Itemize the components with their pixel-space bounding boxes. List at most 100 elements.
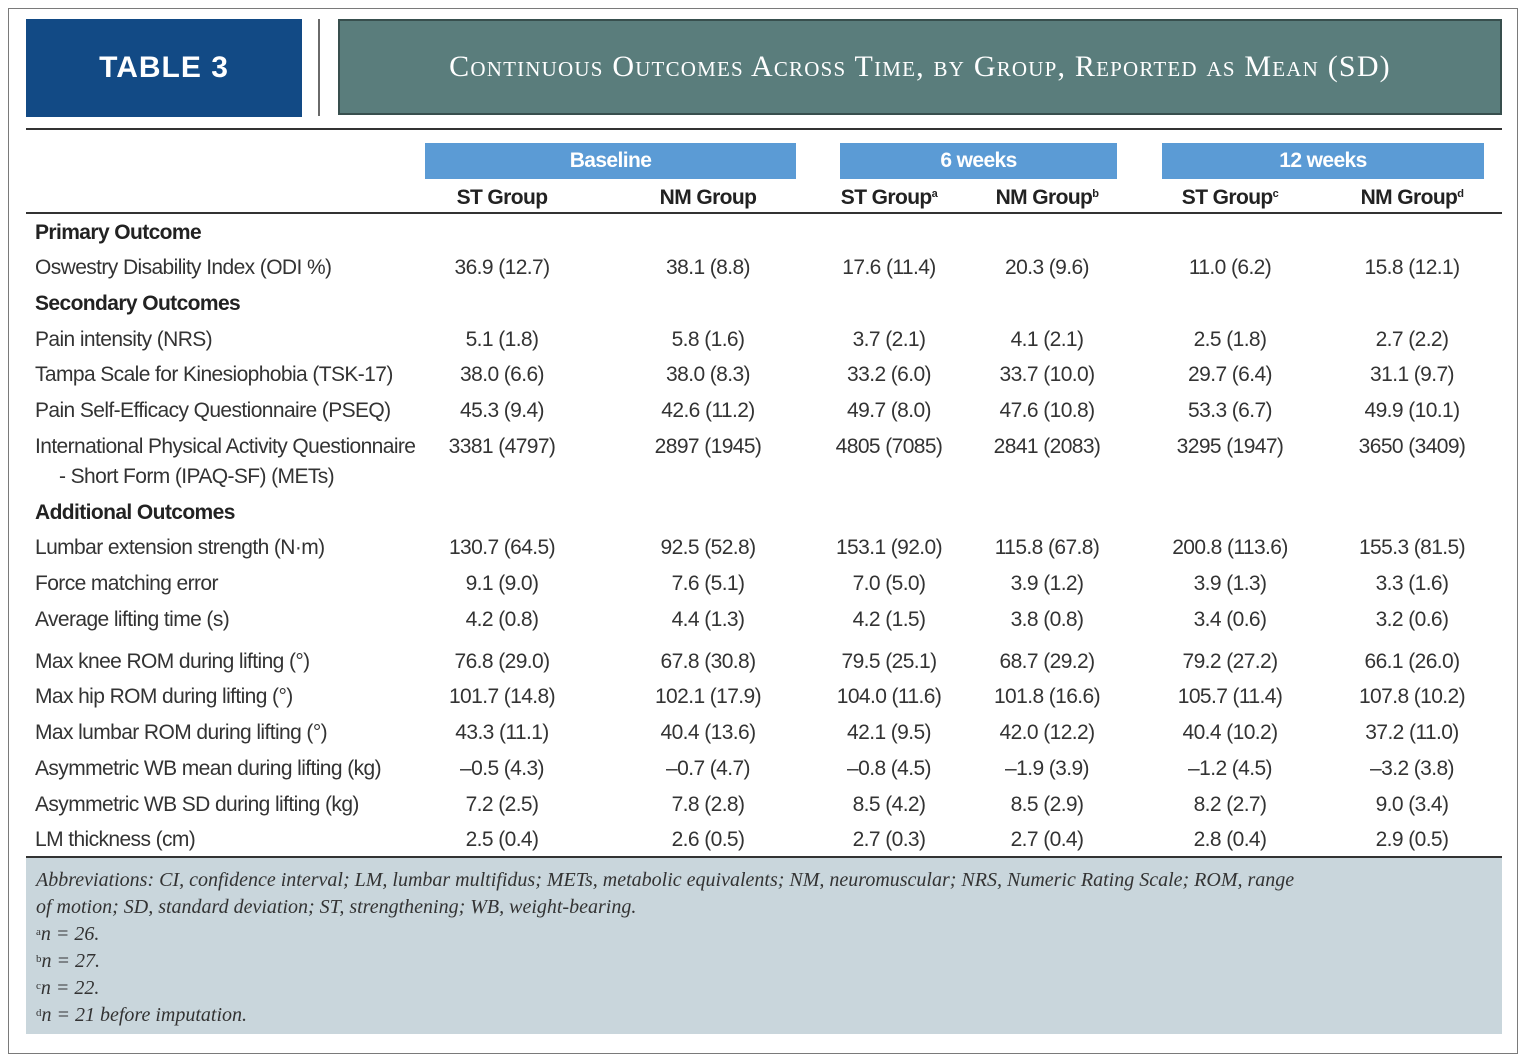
table-row: Max lumbar ROM during lifting (°) 43.3 (1…: [26, 718, 1502, 748]
table-cell: 3650 (3409): [1358, 435, 1466, 458]
table-label: TABLE 3: [26, 19, 302, 117]
table-cell: 92.5 (52.8): [660, 536, 757, 559]
section-heading-row: Additional Outcomes: [26, 498, 1502, 528]
footnote-text: n = 27.: [41, 950, 101, 972]
table-cell: 5.8 (1.6): [671, 328, 745, 351]
table-cell: 153.1 (92.0): [835, 536, 943, 559]
table-row: Asymmetric WB SD during lifting (kg) 7.2 …: [26, 790, 1502, 820]
table-cell: 2.7 (0.3): [852, 828, 926, 851]
table-cell: 5.1 (1.8): [465, 328, 539, 351]
table-cell: 4.4 (1.3): [671, 608, 745, 631]
table-cell: 101.8 (16.6): [993, 685, 1101, 708]
table-cell: 3.9 (1.3): [1193, 572, 1267, 595]
table-cell: 2.6 (0.5): [671, 828, 745, 851]
table-cell: 9.1 (9.0): [465, 572, 539, 595]
table-cell: 3.7 (2.1): [852, 328, 926, 351]
table-cell: 79.2 (27.2): [1182, 650, 1279, 673]
row-label-continued: - Short Form (IPAQ-SF) (METs): [59, 465, 335, 488]
table-cell: 45.3 (9.4): [460, 399, 544, 422]
top-rule: [26, 128, 1502, 130]
table-cell: 7.6 (5.1): [671, 572, 745, 595]
table-cell: 40.4 (13.6): [660, 721, 757, 744]
table-cell: 130.7 (64.5): [448, 536, 556, 559]
footnote-marker: d: [36, 1007, 42, 1019]
table-cell: 2.5 (0.4): [465, 828, 539, 851]
table-cell: 38.0 (8.3): [666, 363, 750, 386]
table-row: Pain Self-Efficacy Questionnaire (PSEQ) 4…: [26, 396, 1502, 426]
group-header-12-weeks: 12 weeks: [1162, 143, 1484, 179]
section-heading: Secondary Outcomes: [35, 292, 241, 315]
table-cell: 3.2 (0.6): [1375, 608, 1449, 631]
table-cell: 155.3 (81.5): [1358, 536, 1466, 559]
row-label: Lumbar extension strength (N·m): [35, 536, 325, 559]
table-cell: 66.1 (26.0): [1364, 650, 1461, 673]
table-cell: 20.3 (9.6): [1005, 256, 1089, 279]
table-cell: –1.9 (3.9): [1005, 757, 1089, 780]
table-cell: 2841 (2083): [993, 435, 1101, 458]
table-row: Force matching error 9.1 (9.0) 7.6 (5.1) 7.…: [26, 569, 1502, 599]
column-header-label: NM Group: [659, 186, 757, 209]
table-cell: 38.1 (8.8): [666, 256, 750, 279]
table-cell: 102.1 (17.9): [654, 685, 762, 708]
table-cell: 4.2 (1.5): [852, 608, 926, 631]
group-header-6-weeks: 6 weeks: [840, 143, 1117, 179]
table-cell: –3.2 (3.8): [1370, 757, 1454, 780]
column-header-label: ST Group: [1181, 186, 1273, 209]
table-cell: 7.0 (5.0): [852, 572, 926, 595]
table-cell: 200.8 (113.6): [1172, 536, 1288, 559]
footnote-marker: c: [36, 980, 41, 992]
table-cell: 7.2 (2.5): [465, 793, 539, 816]
footnote: of motion; SD, standard deviation; ST, s…: [36, 894, 1492, 921]
row-label: Oswestry Disability Index (ODI %): [35, 256, 332, 279]
table-cell: 43.3 (11.1): [455, 721, 549, 744]
table-cell: 29.7 (6.4): [1188, 363, 1272, 386]
table-cell: 104.0 (11.6): [836, 685, 942, 708]
table-title: Continuous Outcomes Across Time, by Grou…: [338, 19, 1502, 115]
table-row: Max knee ROM during lifting (°) 76.8 (29.…: [26, 647, 1502, 677]
table-row: Average lifting time (s) 4.2 (0.8) 4.4 (1.…: [26, 605, 1502, 635]
table-cell: 3.9 (1.2): [1010, 572, 1084, 595]
footnote-marker: b: [36, 953, 42, 965]
table-cell: 42.6 (11.2): [661, 399, 755, 422]
group-header-baseline: Baseline: [425, 143, 796, 179]
table-cell: 101.7 (14.8): [448, 685, 556, 708]
table-cell: 9.0 (3.4): [1375, 793, 1449, 816]
column-header-label: NM Group: [995, 186, 1093, 209]
table-cell: 3381 (4797): [448, 435, 556, 458]
row-label: Force matching error: [35, 572, 219, 595]
table-row: Tampa Scale for Kinesiophobia (TSK-17) 38…: [26, 360, 1502, 390]
column-header-label: NM Group: [1360, 186, 1458, 209]
table-cell: –0.5 (4.3): [460, 757, 544, 780]
footnotes: Abbreviations: CI, confidence interval; …: [26, 858, 1502, 1034]
footnote: bn = 27.: [36, 948, 1492, 975]
row-label: Asymmetric WB SD during lifting (kg): [35, 793, 359, 816]
table-cell: 2.5 (1.8): [1193, 328, 1267, 351]
table-cell: 49.7 (8.0): [847, 399, 931, 422]
table-cell: –0.7 (4.7): [666, 757, 750, 780]
row-label: Asymmetric WB mean during lifting (kg): [35, 757, 382, 780]
table-row: Asymmetric WB mean during lifting (kg) –0…: [26, 754, 1502, 784]
table-cell: 33.7 (10.0): [999, 363, 1096, 386]
table-cell: 105.7 (11.4): [1177, 685, 1283, 708]
table-row: Oswestry Disability Index (ODI %) 36.9 (1…: [26, 253, 1502, 283]
page-frame: [8, 8, 1518, 1054]
table-cell: 2897 (1945): [654, 435, 762, 458]
row-label: Tampa Scale for Kinesiophobia (TSK-17): [35, 363, 393, 386]
table-cell: 4.2 (0.8): [465, 608, 539, 631]
column-header-footnote-marker: a: [931, 188, 938, 200]
table-cell: 8.5 (2.9): [1010, 793, 1084, 816]
table-cell: 67.8 (30.8): [660, 650, 757, 673]
footnote-text: n = 22.: [40, 977, 100, 999]
table-cell: 8.2 (2.7): [1193, 793, 1267, 816]
column-header: NM Group: [598, 184, 818, 212]
table-cell: 68.7 (29.2): [999, 650, 1096, 673]
column-header: ST Groupa: [779, 184, 999, 212]
column-header-footnote-marker: b: [1092, 188, 1099, 200]
table-cell: 7.8 (2.8): [671, 793, 745, 816]
footnote-marker: a: [36, 926, 41, 938]
section-heading: Primary Outcome: [35, 221, 202, 244]
row-label: Average lifting time (s): [35, 608, 230, 631]
header-rule: [26, 212, 1502, 214]
table-cell: 49.9 (10.1): [1364, 399, 1461, 422]
footnote: Abbreviations: CI, confidence interval; …: [36, 867, 1492, 894]
